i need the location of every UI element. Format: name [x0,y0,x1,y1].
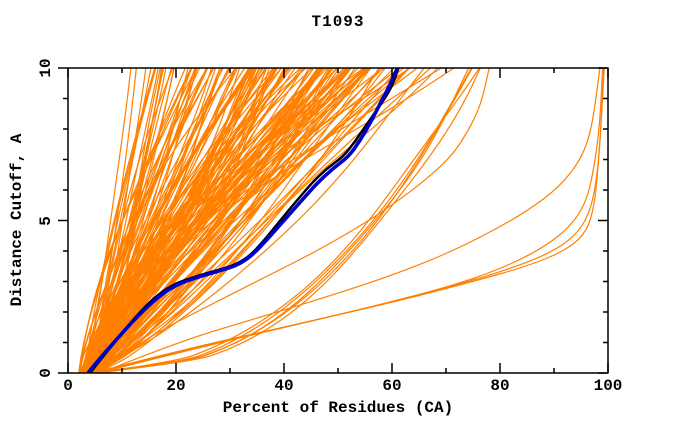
y-axis-label: Distance Cutoff, A [8,133,26,307]
y-tick-label: 0 [37,368,55,378]
x-tick-label: 20 [166,377,186,395]
x-tick-label: 80 [490,377,510,395]
y-tick-label: 5 [37,215,55,226]
x-tick-label: 60 [382,377,402,395]
x-axis-label: Percent of Residues (CA) [222,399,454,417]
y-tick-label: 10 [37,58,55,78]
x-tick-label: 100 [593,377,623,395]
x-tick-label: 0 [63,377,73,395]
chart-title: T1093 [311,13,365,31]
x-tick-label: 40 [274,377,294,395]
